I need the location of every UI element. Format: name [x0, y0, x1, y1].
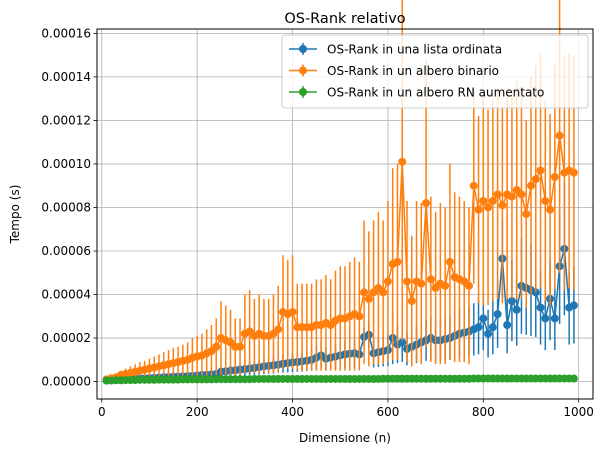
data-point	[541, 196, 550, 205]
data-point	[474, 205, 483, 214]
series-1-markers	[102, 131, 578, 384]
data-point	[527, 181, 535, 190]
data-point	[288, 307, 297, 316]
y-axis-label: Tempo (s)	[8, 185, 22, 245]
x-tick-label: 400	[281, 405, 304, 419]
data-point	[555, 131, 564, 140]
x-tick-label: 600	[376, 405, 399, 419]
data-point	[507, 192, 516, 201]
data-point	[465, 281, 473, 290]
data-point	[536, 303, 545, 312]
data-point	[488, 196, 497, 205]
y-tick-label: 0.00016	[41, 26, 91, 40]
data-point	[355, 312, 364, 321]
data-point	[469, 181, 478, 190]
y-ticks: 0.00000 0.00002 0.00004 0.00006 0.00008 0.000…	[41, 26, 97, 389]
data-point	[407, 297, 416, 306]
data-point	[236, 342, 245, 351]
legend-label-1: OS-Rank in un albero binario	[327, 64, 499, 78]
x-tick-label: 800	[472, 405, 495, 419]
data-point	[417, 279, 426, 288]
data-point	[274, 325, 283, 334]
data-point	[517, 190, 526, 199]
data-point	[445, 257, 454, 266]
data-point	[364, 294, 373, 303]
plot-frame	[96, 28, 594, 400]
data-point	[479, 196, 488, 205]
data-point	[479, 314, 488, 323]
y-tick-label: 0.00010	[41, 157, 91, 171]
data-point	[441, 281, 450, 290]
data-point	[569, 168, 578, 177]
data-point	[393, 257, 402, 266]
legend-items: OS-Rank in una lista ordinata OS-Rank in …	[289, 43, 544, 100]
y-tick-label: 0.00004	[41, 288, 91, 302]
legend-label-0: OS-Rank in una lista ordinata	[327, 43, 502, 57]
data-point	[398, 338, 407, 347]
data-point	[403, 277, 411, 286]
x-ticks: 0 200 400 600 800 1000	[98, 399, 594, 419]
data-point	[550, 173, 559, 181]
data-point	[493, 310, 502, 319]
data-point	[536, 166, 545, 175]
y-tick-label: 0.00000	[41, 375, 91, 389]
y-tick-label: 0.00006	[41, 244, 91, 258]
legend: OS-Rank in una lista ordinata OS-Rank in …	[281, 34, 589, 109]
data-point	[550, 314, 559, 323]
data-point	[360, 288, 369, 297]
chart-title: OS-Rank relativo	[284, 11, 405, 27]
x-tick-label: 0	[98, 405, 106, 419]
data-point	[422, 199, 431, 208]
y-tick-label: 0.00012	[41, 113, 91, 127]
data-point	[493, 190, 502, 199]
legend-marker-1	[299, 66, 307, 75]
data-point	[522, 210, 531, 218]
data-point	[569, 374, 578, 383]
data-point	[379, 288, 388, 297]
legend-box	[281, 34, 589, 109]
series-2-markers	[102, 374, 578, 385]
data-point	[383, 277, 392, 286]
legend-marker-0	[299, 45, 307, 53]
x-axis-label: Dimensione (n)	[299, 431, 391, 445]
data-point	[569, 301, 578, 310]
data-point	[484, 329, 493, 338]
x-tick-label: 200	[186, 405, 209, 419]
y-tick-label: 0.00002	[41, 331, 91, 345]
x-tick-label: 1000	[563, 405, 594, 419]
data-point	[398, 157, 407, 166]
data-point	[503, 321, 512, 329]
legend-label-2: OS-Rank in un albero RN aumentato	[327, 86, 544, 100]
data-point	[531, 175, 540, 184]
data-point	[212, 342, 221, 351]
data-point	[507, 297, 516, 306]
data-point	[541, 314, 550, 323]
y-tick-label: 0.00014	[41, 70, 91, 84]
data-point	[426, 275, 435, 284]
series-2	[102, 374, 578, 385]
data-point	[546, 205, 555, 214]
data-point	[488, 323, 497, 332]
data-point	[498, 201, 507, 210]
data-point	[474, 323, 483, 332]
data-point	[512, 305, 521, 314]
y-tick-label: 0.00008	[41, 200, 91, 214]
data-point	[484, 203, 493, 212]
legend-marker-2	[299, 88, 307, 96]
